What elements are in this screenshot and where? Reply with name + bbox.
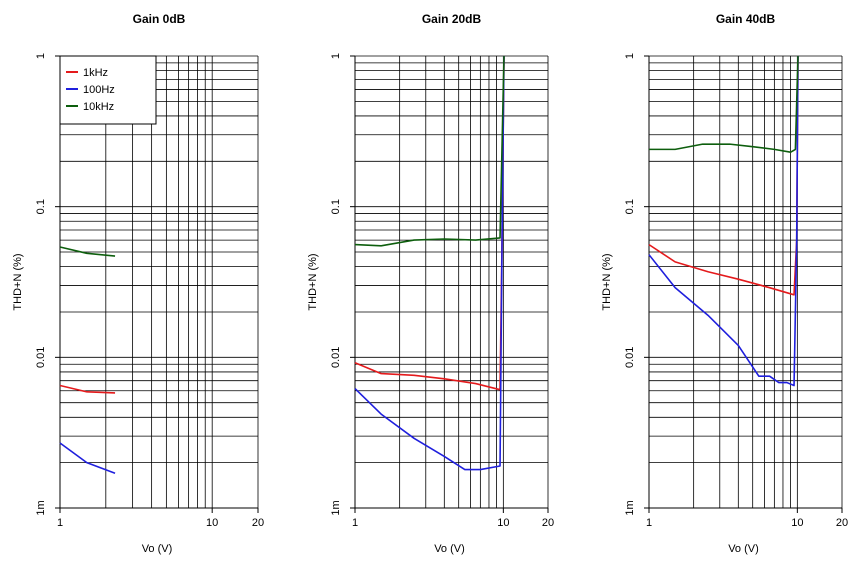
y-tick-label: 0.01 xyxy=(624,347,636,368)
chart-title: Gain 20dB xyxy=(422,12,482,26)
chart-panel-3: Gain 40dB 1m 0.01 0.1 1 1 10 20 Vo (V) THD+N (%) xyxy=(601,12,848,555)
x-axis-label: Vo (V) xyxy=(728,543,759,555)
legend: 1kHz 100Hz 10kHz xyxy=(59,55,157,125)
y-axis-label: THD+N (%) xyxy=(307,253,319,310)
legend-label: 100Hz xyxy=(83,84,115,96)
chart-title: Gain 0dB xyxy=(133,12,186,26)
series-line-1khz xyxy=(354,55,505,391)
y-tick-label: 1 xyxy=(35,53,47,59)
x-tick-label: 1 xyxy=(57,517,63,529)
x-tick-label: 20 xyxy=(252,517,264,529)
series-line-10khz xyxy=(59,246,116,257)
legend-label: 1kHz xyxy=(83,67,108,79)
x-axis-label: Vo (V) xyxy=(142,543,173,555)
y-tick-label: 0.01 xyxy=(35,347,47,368)
x-tick-label: 10 xyxy=(497,517,509,529)
x-tick-label: 10 xyxy=(206,517,218,529)
y-tick-label: 1 xyxy=(624,53,636,59)
y-axis-label: THD+N (%) xyxy=(12,253,24,310)
x-tick-label: 1 xyxy=(646,517,652,529)
x-axis-label: Vo (V) xyxy=(434,543,465,555)
chart-title: Gain 40dB xyxy=(716,12,776,26)
series-line-1khz xyxy=(59,384,116,394)
y-tick-label: 0.01 xyxy=(330,347,342,368)
series-line-100hz xyxy=(59,442,116,475)
series-line-10khz xyxy=(354,55,505,247)
y-tick-label: 1m xyxy=(35,500,47,515)
series-line-10khz xyxy=(649,55,799,153)
chart-panel-2: Gain 20dB 1m 0.01 0.1 1 1 10 20 Vo (V) THD+N (%) xyxy=(307,12,554,555)
x-tick-label: 20 xyxy=(836,517,848,529)
chart-panel-1: Gain 0dB 1m 0.01 0.1 1 1 10 20 Vo (V) THD+N (%) 1k… xyxy=(12,12,264,555)
legend-label: 10kHz xyxy=(83,101,114,113)
grid-lines xyxy=(354,55,549,509)
x-tick-label: 1 xyxy=(352,517,358,529)
y-tick-label: 0.1 xyxy=(35,199,47,214)
series-line-100hz xyxy=(648,55,799,387)
y-tick-label: 1 xyxy=(330,53,342,59)
series-line-100hz xyxy=(354,55,505,471)
series-line-1khz xyxy=(648,55,799,296)
y-tick-label: 1m xyxy=(624,500,636,515)
grid-lines xyxy=(648,55,843,509)
y-axis-label: THD+N (%) xyxy=(601,253,613,310)
x-tick-label: 10 xyxy=(791,517,803,529)
y-tick-label: 1m xyxy=(330,500,342,515)
y-tick-label: 0.1 xyxy=(330,199,342,214)
x-tick-label: 20 xyxy=(542,517,554,529)
y-tick-label: 0.1 xyxy=(624,199,636,214)
